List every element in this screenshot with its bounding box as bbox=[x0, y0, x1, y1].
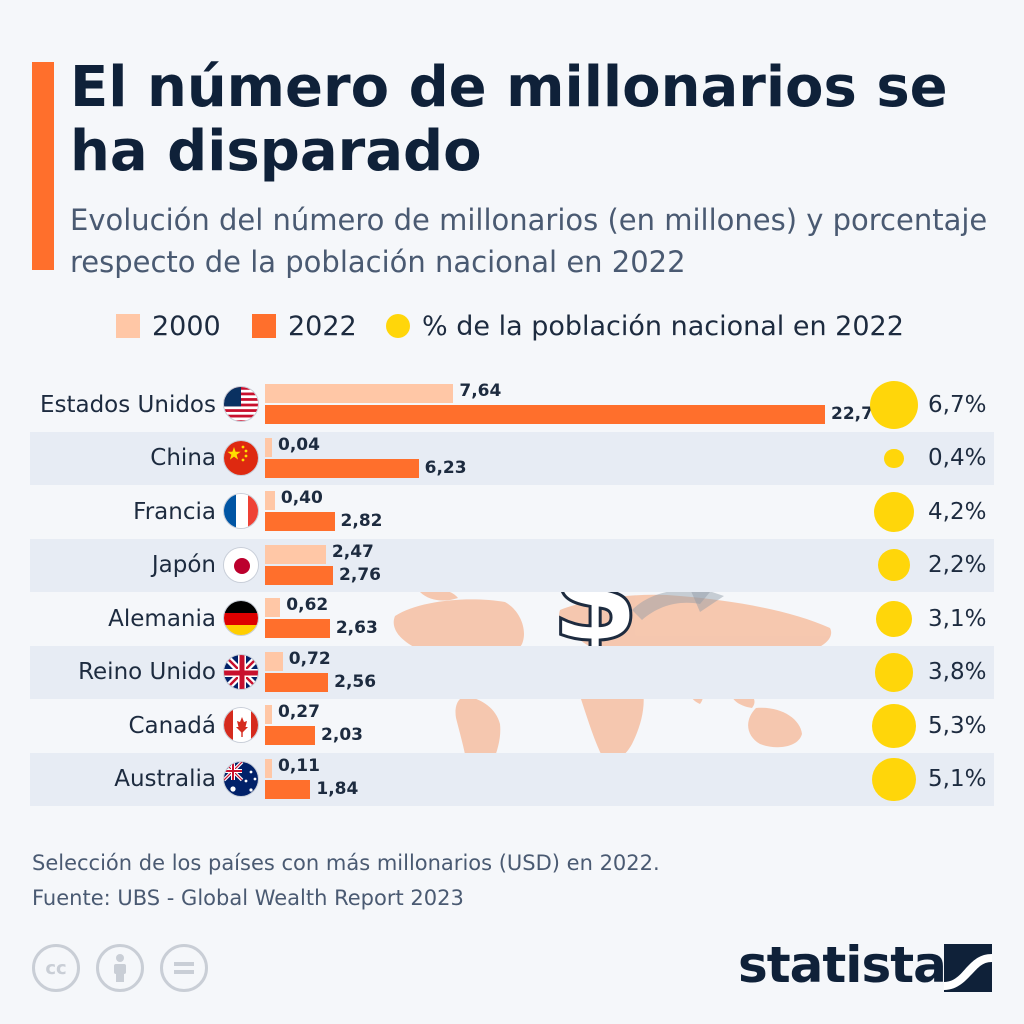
bar-2000 bbox=[265, 491, 275, 510]
pct-label: 3,1% bbox=[928, 605, 987, 632]
cn-flag-icon bbox=[223, 439, 259, 476]
pct-label: 5,1% bbox=[928, 766, 987, 792]
chart-row: Canadá 0,27 2,03 5,3% bbox=[30, 699, 994, 752]
value-label-2000: 0,04 bbox=[278, 434, 320, 455]
de-flag-icon bbox=[223, 600, 259, 636]
bar-2000 bbox=[265, 705, 272, 724]
attribution-icon[interactable] bbox=[96, 944, 144, 992]
accent-bar bbox=[32, 62, 54, 270]
bar-2022 bbox=[265, 619, 330, 638]
pct-bubble bbox=[874, 652, 914, 692]
legend-item-pct: % de la población nacional en 2022 bbox=[386, 306, 904, 346]
license-icons: cc bbox=[32, 944, 208, 992]
footnote-selection: Selección de los países con más millonar… bbox=[32, 851, 660, 875]
bar-2022 bbox=[265, 779, 311, 799]
bar-2022 bbox=[265, 672, 329, 692]
chart-row: Australia 0,11 1,84 5,1% bbox=[30, 752, 994, 806]
footnote-source: Fuente: UBS - Global Wealth Report 2023 bbox=[32, 886, 464, 910]
value-label-2022: 2,82 bbox=[340, 511, 383, 531]
pct-label: 4,2% bbox=[928, 498, 987, 525]
ca-flag-icon bbox=[223, 707, 259, 743]
pct-label: 3,8% bbox=[928, 659, 987, 685]
pct-label: 6,7% bbox=[928, 391, 987, 418]
value-label-2000: 0,40 bbox=[280, 488, 323, 508]
country-label: Alemania bbox=[108, 605, 216, 632]
page-subtitle: Evolución del número de millonarios (en … bbox=[70, 203, 988, 279]
legend-item-2000: 2000 bbox=[116, 306, 221, 346]
legend-label-2000: 2000 bbox=[152, 310, 221, 342]
au-flag-icon bbox=[223, 760, 259, 797]
bar-2022 bbox=[265, 405, 825, 424]
country-label: Japón bbox=[151, 552, 216, 578]
pct-bubble bbox=[872, 757, 916, 801]
country-label: Reino Unido bbox=[78, 659, 216, 685]
value-label-2000: 0,11 bbox=[278, 755, 320, 776]
value-label-2022: 2,03 bbox=[321, 725, 363, 745]
bar-2022 bbox=[265, 726, 316, 745]
bar-2000 bbox=[265, 598, 281, 617]
legend-swatch-2022 bbox=[252, 314, 276, 338]
value-label-2000: 0,72 bbox=[288, 648, 331, 669]
bar-2000 bbox=[265, 384, 454, 403]
value-label-2000: 0,27 bbox=[278, 702, 320, 722]
pct-bubble bbox=[884, 448, 904, 468]
statista-logo-icon[interactable] bbox=[944, 944, 992, 992]
pct-bubble bbox=[876, 600, 912, 637]
chart-row: Francia 0,40 2,82 4,2% bbox=[30, 485, 994, 538]
chart-row: China 0,04 6,23 0,4% bbox=[30, 431, 994, 485]
value-label-2022: 2,56 bbox=[334, 671, 377, 692]
country-label: Australia bbox=[114, 766, 216, 792]
bar-2000 bbox=[265, 651, 283, 671]
value-label-2000: 2,47 bbox=[331, 541, 374, 562]
cc-icon[interactable]: cc bbox=[32, 944, 80, 992]
legend: 2000 2022 % de la población nacional en … bbox=[0, 306, 1024, 346]
bar-2022 bbox=[265, 512, 335, 531]
value-label-2022: 2,63 bbox=[335, 618, 378, 638]
bar-chart: $ Estados Unidos7,6422,716,7%China0,046,… bbox=[0, 378, 1024, 806]
legend-label-2022: 2022 bbox=[288, 310, 357, 342]
pct-label: 0,4% bbox=[928, 445, 987, 471]
pct-label: 5,3% bbox=[928, 712, 987, 739]
gb-flag-icon bbox=[223, 653, 259, 690]
country-label: Francia bbox=[133, 498, 216, 525]
bar-2022 bbox=[265, 458, 419, 478]
bar-2000 bbox=[265, 437, 272, 457]
chart-row: Alemania 0,62 2,63 3,1% bbox=[30, 592, 994, 645]
chart-row: Reino Unido 0,72 2,56 3,8% bbox=[30, 645, 994, 699]
footnote: Selección de los países con más millonar… bbox=[32, 846, 660, 916]
bar-2000 bbox=[265, 544, 326, 564]
legend-swatch-2000 bbox=[116, 314, 140, 338]
value-label-2022: 2,76 bbox=[339, 564, 381, 585]
pct-bubble bbox=[873, 491, 915, 532]
pct-label: 2,2% bbox=[928, 552, 987, 578]
legend-dot-pct bbox=[386, 314, 410, 338]
value-label-2000: 0,62 bbox=[286, 595, 329, 615]
value-label-2000: 7,64 bbox=[459, 381, 502, 401]
brand-wordmark[interactable]: statista bbox=[738, 936, 947, 994]
pct-bubble bbox=[872, 703, 916, 748]
value-label-2022: 1,84 bbox=[316, 778, 359, 799]
us-flag-icon bbox=[223, 386, 259, 422]
bar-2000 bbox=[265, 758, 272, 778]
page-title: El número de millonarios se ha disparado bbox=[70, 55, 948, 184]
no-derivatives-icon[interactable] bbox=[160, 944, 208, 992]
chart-row: Estados Unidos 7,64 22,71 6,7% bbox=[30, 378, 994, 431]
value-label-2022: 6,23 bbox=[424, 457, 467, 478]
fr-flag-icon bbox=[223, 493, 259, 529]
pct-bubble bbox=[878, 549, 910, 582]
country-label: Estados Unidos bbox=[39, 391, 216, 418]
legend-label-pct: % de la población nacional en 2022 bbox=[422, 310, 904, 342]
bar-2022 bbox=[265, 565, 334, 585]
country-label: China bbox=[150, 445, 216, 471]
pct-bubble bbox=[870, 380, 918, 429]
country-label: Canadá bbox=[128, 712, 216, 739]
legend-item-2022: 2022 bbox=[252, 306, 357, 346]
chart-row: Japón 2,47 2,76 2,2% bbox=[30, 538, 994, 592]
jp-flag-icon bbox=[223, 546, 259, 583]
